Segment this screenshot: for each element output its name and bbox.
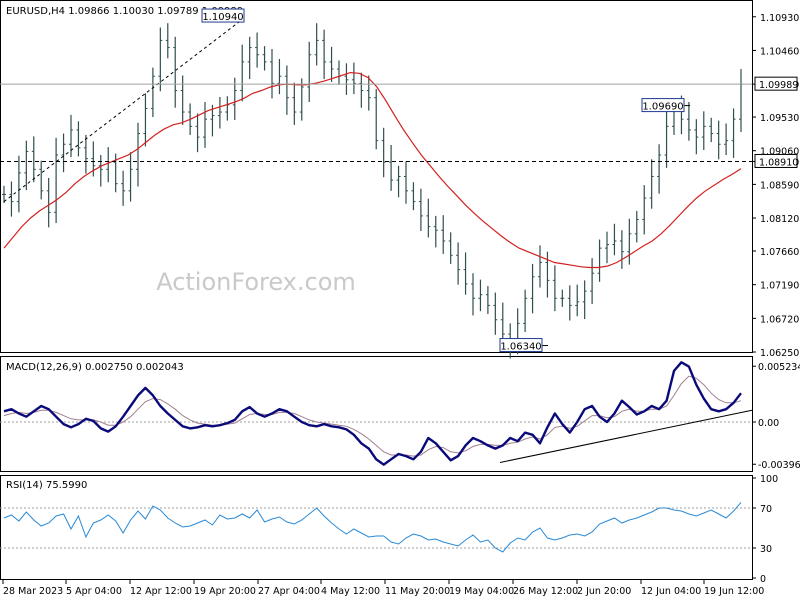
price-y-tick-label: 1.08120 [760,214,799,225]
macd-panel [0,356,753,472]
watermark: ActionForex.com [156,268,356,296]
rsi-y-tick-label: 100 [760,474,778,485]
price-header: EURUSD,H4 1.09866 1.10030 1.09789 1.0998… [6,6,243,17]
x-tick-label: 28 Mar 2023 [3,586,63,597]
macd-series-layer [0,361,753,466]
annotation-label: 1.09690 [642,102,683,113]
x-tick-label: 12 Apr 12:00 [130,586,192,597]
macd-y-tick-label: 0.005234 [758,362,800,373]
price-y-tick-label: 1.06250 [760,348,799,359]
annotation-box [499,338,543,353]
price-panel [0,0,753,353]
x-tick-label: 12 Jun 04:00 [641,586,701,597]
x-tick-label: 5 Apr 04:00 [66,586,122,597]
price-axis-tag-box [754,153,798,168]
macd-trend-line [499,409,753,463]
macd-signal-line [3,375,742,457]
macd-line [3,361,742,466]
x-tick-label: 11 May 20:00 [385,586,450,597]
price-axis-tag-label: 1.08910 [759,157,798,168]
macd-header: MACD(12,26,9) 0.002750 0.002043 [6,362,184,373]
trend-line-dashed [3,18,244,202]
price-y-tick-label: 1.10930 [760,13,799,24]
price-series-layer: 1.10940 1.09690 1.06340 [0,8,752,359]
x-tick-label: 2 Jun 20:00 [577,586,631,597]
rsi-line [3,502,742,553]
rsi-header: RSI(14) 75.5990 [6,480,87,491]
price-y-tick-label: 1.07190 [760,281,799,292]
macd-y-tick-label: -0.003966 [758,460,800,471]
rsi-y-tick-label: 70 [760,504,772,515]
axis-layer: 1.10930 1.10460 1.09989 1.09530 1.090601.089… [2,13,800,597]
price-y-tick-label: 1.07660 [760,247,799,258]
annotation-label: 1.06340 [500,342,541,353]
price-y-tick-label: 1.08590 [760,180,799,191]
rsi-y-tick-label: 0 [760,574,766,585]
annotation-box [201,8,245,23]
x-tick-label: 4 May 12:00 [321,586,380,597]
annotation-label: 1.10940 [202,12,243,23]
price-y-tick-label: 1.09530 [760,113,799,124]
x-tick-label: 19 Apr 20:00 [194,586,256,597]
price-axis-tag-label: 1.09989 [759,80,798,91]
x-tick-label: 26 May 12:00 [513,586,578,597]
rsi-y-tick-label: 30 [760,544,772,555]
annotation-box [641,98,685,113]
rsi-panel [0,475,753,580]
price-axis-tag-box [754,76,798,91]
x-tick-label: 27 Apr 04:00 [258,586,320,597]
x-tick-label: 19 Jun 12:00 [704,586,764,597]
price-y-tick-label: 1.10460 [760,46,799,57]
moving-average-line [3,71,742,269]
rsi-series-layer [0,502,752,553]
macd-y-tick-label: 0.00 [758,418,779,429]
price-y-tick-label: 1.06720 [760,314,799,325]
x-tick-label: 19 May 04:00 [449,586,514,597]
price-y-tick-label: 1.09060 [760,147,799,158]
